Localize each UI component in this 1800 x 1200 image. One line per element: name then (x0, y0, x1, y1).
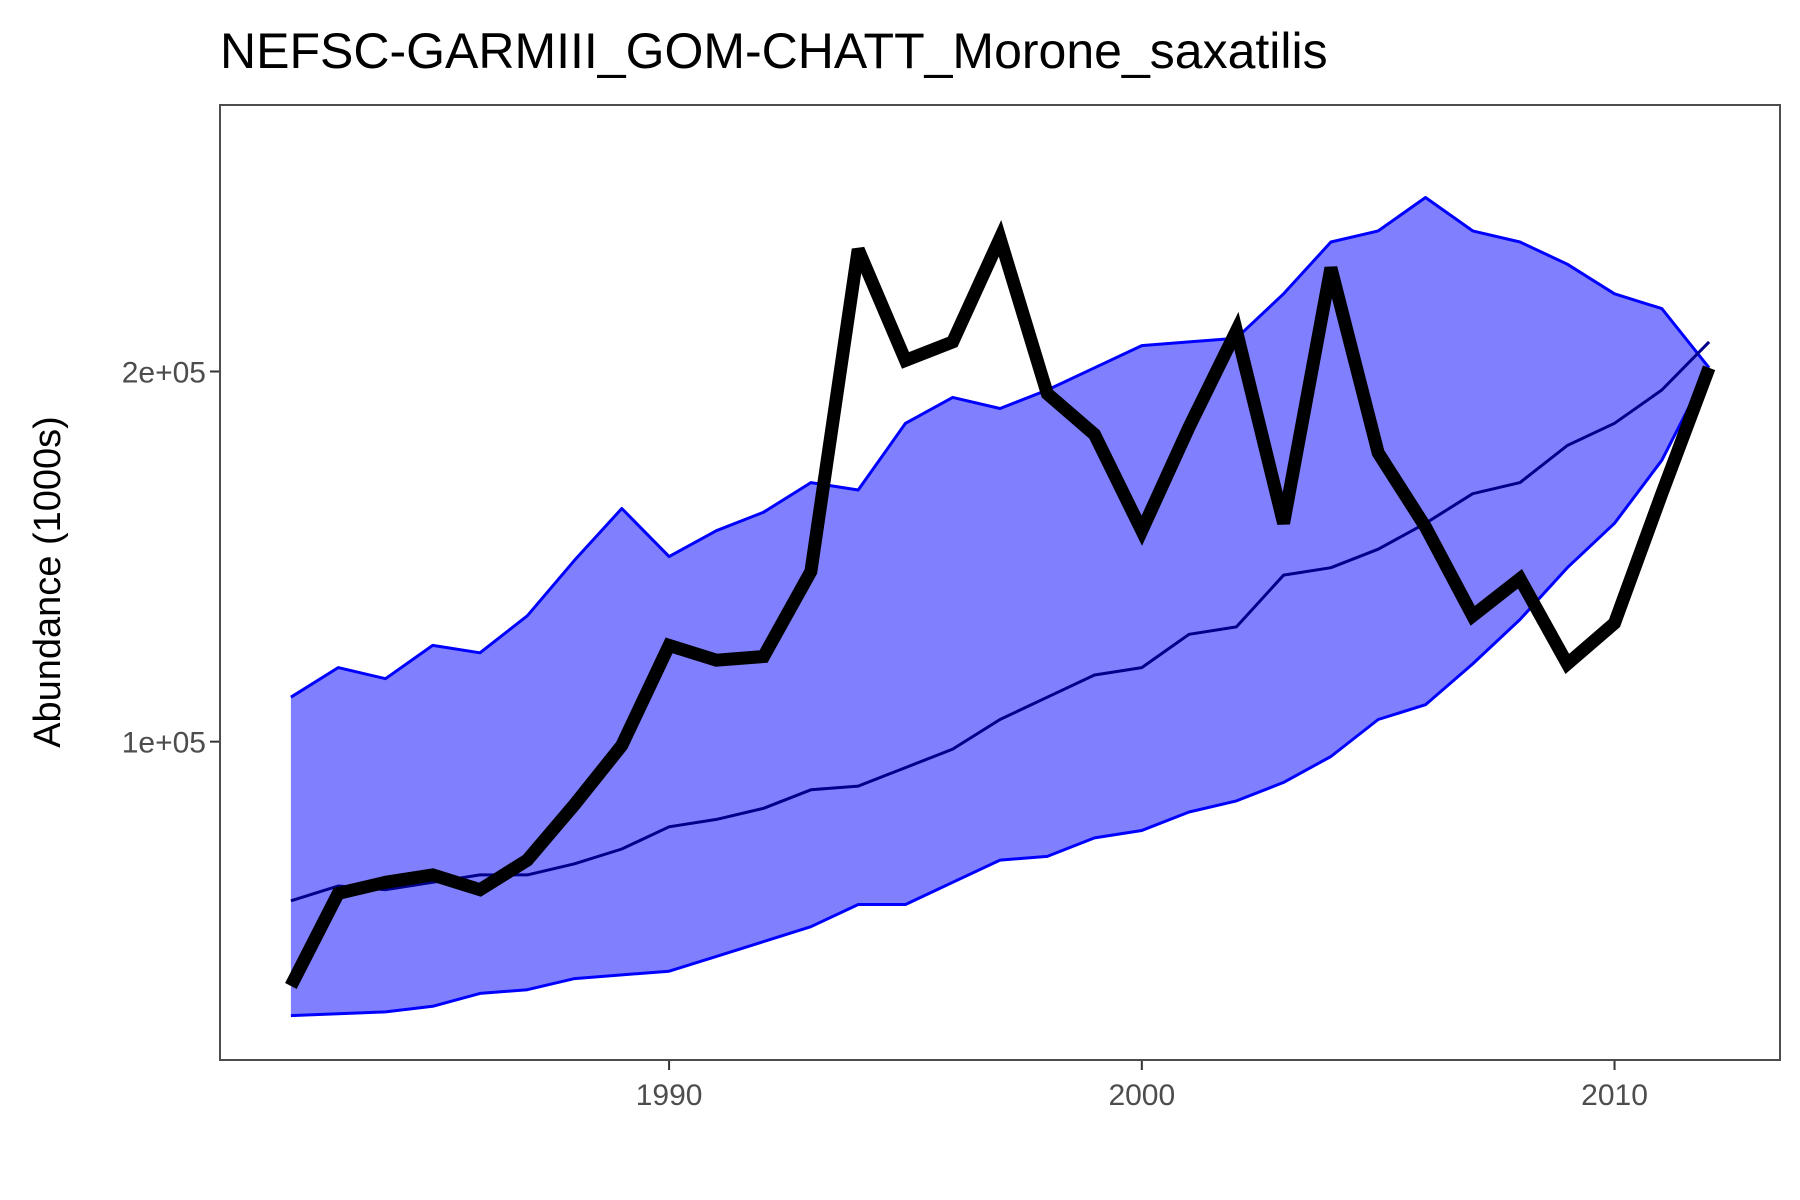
plot-border (219, 104, 1781, 1061)
y-tick-label: 1e+05 (122, 727, 206, 760)
x-tick-label: 1990 (636, 1079, 703, 1112)
observed-line (285, 219, 1716, 989)
y-tick-label: 2e+05 (122, 357, 206, 390)
band-area (290, 197, 1710, 1016)
y-axis-label: Abundance (1000s) (27, 416, 69, 748)
observed-line-group (285, 219, 1716, 989)
band-upper-line (290, 196, 1711, 699)
axes: 1990 2000 2010 1e+05 2e+05 (122, 104, 1781, 1112)
median-line-group (290, 340, 1711, 903)
chart-title: NEFSC-GARMIII_GOM-CHATT_Morone_saxatilis (220, 23, 1328, 79)
uncertainty-band (290, 196, 1711, 1018)
x-tick-label: 2010 (1581, 1079, 1648, 1112)
x-tick-label: 2000 (1108, 1079, 1175, 1112)
median-line (290, 340, 1711, 903)
band-lower-line (290, 367, 1711, 1018)
